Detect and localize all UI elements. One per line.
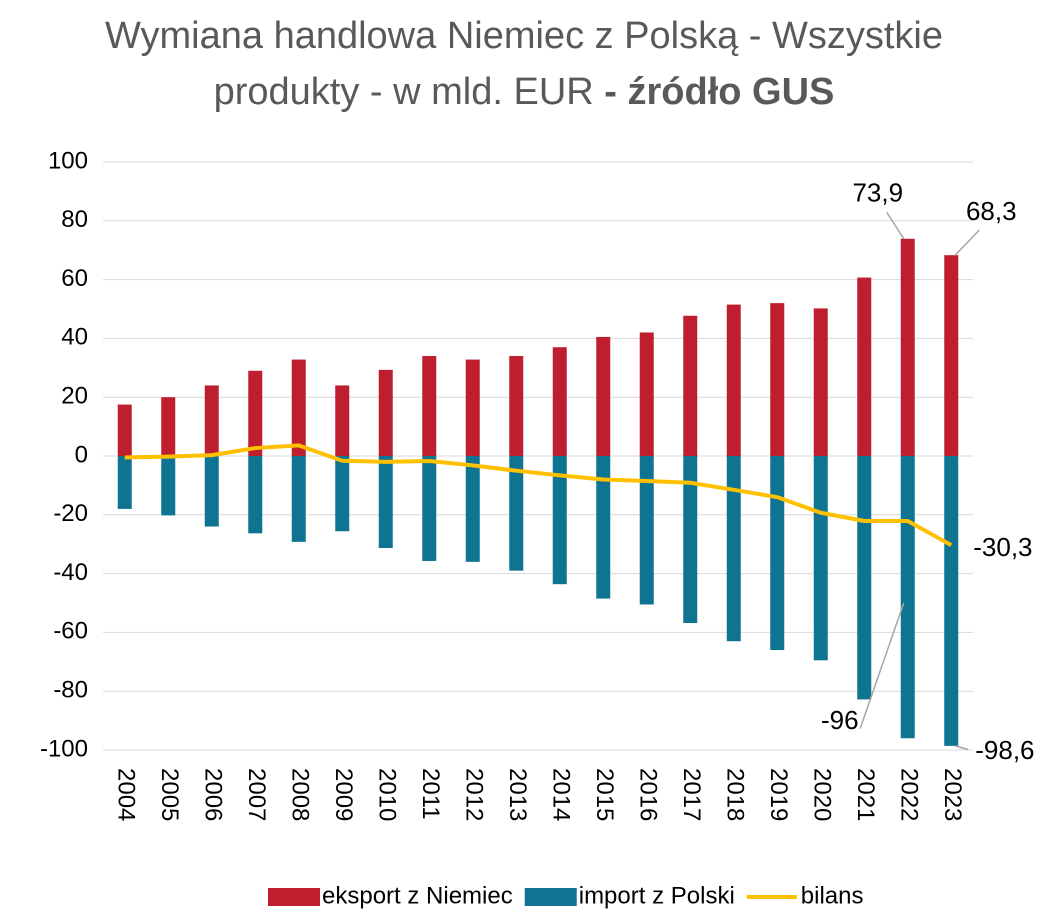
bar — [465, 456, 480, 562]
y-tick-label: -100 — [40, 735, 88, 762]
bar — [248, 370, 263, 456]
bar — [770, 456, 785, 651]
x-tick-label: 2010 — [373, 768, 400, 821]
x-tick-label: 2006 — [199, 768, 226, 821]
bar — [552, 347, 567, 456]
bar — [683, 456, 698, 623]
title-text: Wymiana handlowa Niemiec z Polską - Wszy… — [104, 15, 944, 113]
y-tick-label: 100 — [48, 147, 88, 174]
x-tick-label: 2022 — [895, 768, 922, 821]
x-tick-label: 2020 — [808, 768, 835, 821]
title-emphasis: - źródło GUS — [604, 71, 835, 113]
y-tick-label: 80 — [61, 206, 88, 233]
x-tick-label: 2011 — [417, 768, 444, 820]
x-tick-label: 2021 — [852, 768, 879, 821]
bar — [161, 397, 176, 456]
x-tick-label: 2012 — [460, 768, 487, 821]
x-tick-label: 2007 — [243, 768, 270, 821]
bar — [509, 356, 524, 456]
bar — [509, 456, 524, 571]
bar — [204, 456, 219, 527]
bar — [117, 456, 132, 509]
legend-swatch — [268, 888, 320, 906]
bar — [335, 456, 350, 532]
bar — [378, 369, 393, 456]
bar — [857, 277, 872, 456]
bar — [422, 456, 437, 561]
x-tick-label: 2019 — [765, 768, 792, 821]
bar — [639, 456, 654, 605]
x-tick-label: 2014 — [547, 768, 574, 821]
x-tick-label: 2013 — [504, 768, 531, 821]
legend-label: bilans — [801, 882, 864, 909]
data-label: 68,3 — [966, 196, 1017, 226]
y-tick-label: -40 — [53, 559, 88, 586]
bar — [291, 359, 306, 456]
leader-line — [955, 745, 969, 751]
y-tick-label: -60 — [53, 618, 88, 645]
leader-line — [954, 229, 980, 256]
bar — [552, 456, 567, 585]
bar — [857, 456, 872, 700]
x-tick-label: 2017 — [678, 768, 705, 821]
y-tick-label: 20 — [61, 383, 88, 410]
bar — [291, 456, 306, 542]
y-tick-label: -80 — [53, 677, 88, 704]
y-tick-label: 60 — [61, 265, 88, 292]
x-tick-label: 2005 — [156, 768, 183, 821]
bar — [770, 303, 785, 456]
leader-line — [886, 211, 905, 240]
legend-label: import z Polski — [579, 882, 735, 909]
legend-swatch — [524, 888, 577, 906]
bar — [204, 385, 219, 456]
data-label: -30,3 — [973, 532, 1032, 562]
bar — [900, 238, 915, 456]
data-label: -98,6 — [975, 735, 1034, 765]
y-tick-label: -20 — [53, 500, 88, 527]
bar — [726, 304, 741, 456]
leader-line — [859, 602, 905, 729]
x-tick-label: 2009 — [330, 768, 357, 821]
x-tick-label: 2004 — [112, 768, 139, 821]
bar — [813, 456, 828, 661]
bar — [596, 336, 611, 456]
bar — [726, 456, 741, 642]
bar — [900, 456, 915, 739]
x-tick-label: 2023 — [939, 768, 966, 821]
bar — [465, 359, 480, 456]
x-tick-label: 2016 — [634, 768, 661, 821]
y-tick-label: 0 — [75, 441, 88, 468]
y-tick-label: 40 — [61, 324, 88, 351]
data-label: -96 — [821, 705, 859, 735]
bar — [683, 315, 698, 456]
x-tick-label: 2015 — [591, 768, 618, 821]
bar — [944, 255, 959, 456]
bar — [422, 356, 437, 456]
data-label: 73,9 — [852, 178, 903, 208]
bar — [378, 456, 393, 549]
chart-title: Wymiana handlowa Niemiec z Polską - Wszy… — [84, 8, 964, 120]
x-tick-label: 2008 — [286, 768, 313, 821]
bar — [117, 404, 132, 456]
bar — [161, 456, 176, 516]
bar — [248, 456, 263, 534]
legend-label: eksport z Niemiec — [322, 882, 513, 909]
bar — [944, 456, 959, 746]
bar — [596, 456, 611, 599]
line — [124, 443, 953, 547]
bar — [335, 385, 350, 456]
bar — [639, 332, 654, 456]
x-tick-label: 2018 — [721, 768, 748, 821]
bar — [813, 308, 828, 456]
